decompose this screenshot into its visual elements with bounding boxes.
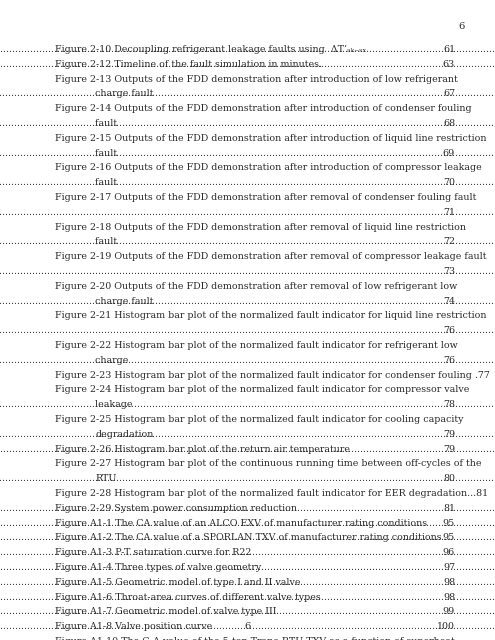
Text: leakage: leakage xyxy=(95,400,136,409)
Text: ................................................................................: ........................................… xyxy=(0,563,495,572)
Text: Figure 2-19 Outputs of the FDD demonstration after removal of compressor leakage: Figure 2-19 Outputs of the FDD demonstra… xyxy=(55,252,487,261)
Text: fault: fault xyxy=(95,148,120,157)
Text: Figure A1-6 Throat-area curves of different valve types: Figure A1-6 Throat-area curves of differ… xyxy=(55,593,321,602)
Text: ................................................................................: ........................................… xyxy=(0,533,495,542)
Text: Figure A1-5 Geometric model of type I and II valve: Figure A1-5 Geometric model of type I an… xyxy=(55,578,303,587)
Text: degradation: degradation xyxy=(95,430,153,439)
Text: 70: 70 xyxy=(443,178,455,187)
Text: ................................................................................: ........................................… xyxy=(0,296,495,305)
Text: fault: fault xyxy=(95,178,120,187)
Text: Figure 2-18 Outputs of the FDD demonstration after removal of liquid line restri: Figure 2-18 Outputs of the FDD demonstra… xyxy=(55,223,466,232)
Text: 69: 69 xyxy=(443,148,455,157)
Text: Figure 2-16 Outputs of the FDD demonstration after introduction of compressor le: Figure 2-16 Outputs of the FDD demonstra… xyxy=(55,163,482,172)
Text: ................................................................................: ........................................… xyxy=(0,518,495,527)
Text: ................................................................................: ........................................… xyxy=(0,208,495,217)
Text: Figure A1-7 Geometric model of valve type III: Figure A1-7 Geometric model of valve typ… xyxy=(55,607,277,616)
Text: 6: 6 xyxy=(459,22,465,31)
Text: ................................................................................: ........................................… xyxy=(0,593,495,602)
Text: ................................................................................: ........................................… xyxy=(0,60,495,68)
Text: ................................................................................: ........................................… xyxy=(0,445,495,454)
Text: ................................................................................: ........................................… xyxy=(0,45,495,54)
Text: 95: 95 xyxy=(443,533,455,542)
Text: Figure A1-4 Three types of valve geometry: Figure A1-4 Three types of valve geometr… xyxy=(55,563,261,572)
Text: Figure 2-24 Histogram bar plot of the normalized fault indicator for compressor : Figure 2-24 Histogram bar plot of the no… xyxy=(55,385,469,394)
Text: Figure 2-23 Histogram bar plot of the normalized fault indicator for condenser f: Figure 2-23 Histogram bar plot of the no… xyxy=(55,371,490,380)
Text: Figure 2-13 Outputs of the FDD demonstration after introduction of low refrigera: Figure 2-13 Outputs of the FDD demonstra… xyxy=(55,75,458,84)
Text: 63: 63 xyxy=(443,60,455,68)
Text: ................................................................................: ........................................… xyxy=(0,267,495,276)
Text: ................................................................................: ........................................… xyxy=(0,237,495,246)
Text: 79: 79 xyxy=(443,430,455,439)
Text: Figure 2-20 Outputs of the FDD demonstration after removal of low refrigerant lo: Figure 2-20 Outputs of the FDD demonstra… xyxy=(55,282,457,291)
Text: Figure A1-8 Valve position curve: Figure A1-8 Valve position curve xyxy=(55,622,215,631)
Text: ................................................................................: ........................................… xyxy=(0,474,495,483)
Text: charge: charge xyxy=(95,356,131,365)
Text: 76: 76 xyxy=(443,326,455,335)
Text: ................................................................................: ........................................… xyxy=(0,607,495,616)
Text: Figure 2-28 Histogram bar plot of the normalized fault indicator for EER degrada: Figure 2-28 Histogram bar plot of the no… xyxy=(55,489,488,498)
Text: 81: 81 xyxy=(443,504,455,513)
Text: Figure 2-17 Outputs of the FDD demonstration after removal of condenser fouling : Figure 2-17 Outputs of the FDD demonstra… xyxy=(55,193,476,202)
Text: Figure 2-15 Outputs of the FDD demonstration after introduction of liquid line r: Figure 2-15 Outputs of the FDD demonstra… xyxy=(55,134,487,143)
Text: 98: 98 xyxy=(443,578,455,587)
Text: 96: 96 xyxy=(443,548,455,557)
Text: 73: 73 xyxy=(443,267,455,276)
Text: 72: 72 xyxy=(443,237,455,246)
Text: 76: 76 xyxy=(443,356,455,365)
Text: ................................................................................: ........................................… xyxy=(0,356,495,365)
Text: 99: 99 xyxy=(443,607,455,616)
Text: Figure 2-26 Histogram bar plot of the return air temperature: Figure 2-26 Histogram bar plot of the re… xyxy=(55,445,353,454)
Text: charge fault: charge fault xyxy=(95,90,153,99)
Text: 71: 71 xyxy=(443,208,455,217)
Text: ................................................................................: ........................................… xyxy=(0,400,495,409)
Text: Figure 2-14 Outputs of the FDD demonstration after introduction of condenser fou: Figure 2-14 Outputs of the FDD demonstra… xyxy=(55,104,472,113)
Text: 74: 74 xyxy=(443,296,455,305)
Text: 67: 67 xyxy=(443,90,455,99)
Text: Figure 2-10 Decoupling refrigerant leakage faults using  ΔT’ₐₖ₋ₛₓ: Figure 2-10 Decoupling refrigerant leaka… xyxy=(55,45,369,54)
Text: ................................................................................: ........................................… xyxy=(0,148,495,157)
Text: 79: 79 xyxy=(443,445,455,454)
Text: charge fault: charge fault xyxy=(95,296,153,305)
Text: fault: fault xyxy=(95,119,120,128)
Text: ................................................................................: ........................................… xyxy=(0,504,495,513)
Text: 6: 6 xyxy=(245,622,250,631)
Text: 100: 100 xyxy=(437,622,455,631)
Text: 97: 97 xyxy=(443,563,455,572)
Text: ................................................................................: ........................................… xyxy=(0,119,495,128)
Text: ................................................................................: ........................................… xyxy=(0,622,495,631)
Text: 95: 95 xyxy=(443,518,455,527)
Text: ................................................................................: ........................................… xyxy=(0,548,495,557)
Text: 78: 78 xyxy=(443,400,455,409)
Text: Figure 2-27 Histogram bar plot of the continuous running time between off-cycles: Figure 2-27 Histogram bar plot of the co… xyxy=(55,460,482,468)
Text: ................................................................................: ........................................… xyxy=(0,90,495,99)
Text: RTU: RTU xyxy=(95,474,116,483)
Text: Figure A1-3 P-T saturation curve for R22: Figure A1-3 P-T saturation curve for R22 xyxy=(55,548,251,557)
Text: ................................................................................: ........................................… xyxy=(0,430,495,439)
Text: Figure 2-12 Timeline of the fault simulation in minutes.: Figure 2-12 Timeline of the fault simula… xyxy=(55,60,325,68)
Text: Figure 2-25 Histogram bar plot of the normalized fault indicator for cooling cap: Figure 2-25 Histogram bar plot of the no… xyxy=(55,415,463,424)
Text: Figure 2-22 Histogram bar plot of the normalized fault indicator for refrigerant: Figure 2-22 Histogram bar plot of the no… xyxy=(55,341,458,350)
Text: Figure 2-29 System power consumption reduction: Figure 2-29 System power consumption red… xyxy=(55,504,300,513)
Text: Figure 2-21 Histogram bar plot of the normalized fault indicator for liquid line: Figure 2-21 Histogram bar plot of the no… xyxy=(55,312,487,321)
Text: Figure A1-10 The CₐA value of the 5-ton Trane RTU TXV as a function of superheat: Figure A1-10 The CₐA value of the 5-ton … xyxy=(55,637,455,640)
Text: 61: 61 xyxy=(443,45,455,54)
Text: ................................................................................: ........................................… xyxy=(0,578,495,587)
Text: ................................................................................: ........................................… xyxy=(0,178,495,187)
Text: 98: 98 xyxy=(443,593,455,602)
Text: 68: 68 xyxy=(443,119,455,128)
Text: Figure A1-1 The CA value of an ALCO EXV of manufacturer rating conditions: Figure A1-1 The CA value of an ALCO EXV … xyxy=(55,518,427,527)
Text: Figure A1-2 The CA value of a SPORLAN TXV of manufacturer rating conditions: Figure A1-2 The CA value of a SPORLAN TX… xyxy=(55,533,445,542)
Text: 80: 80 xyxy=(443,474,455,483)
Text: ................................................................................: ........................................… xyxy=(0,326,495,335)
Text: fault: fault xyxy=(95,237,120,246)
